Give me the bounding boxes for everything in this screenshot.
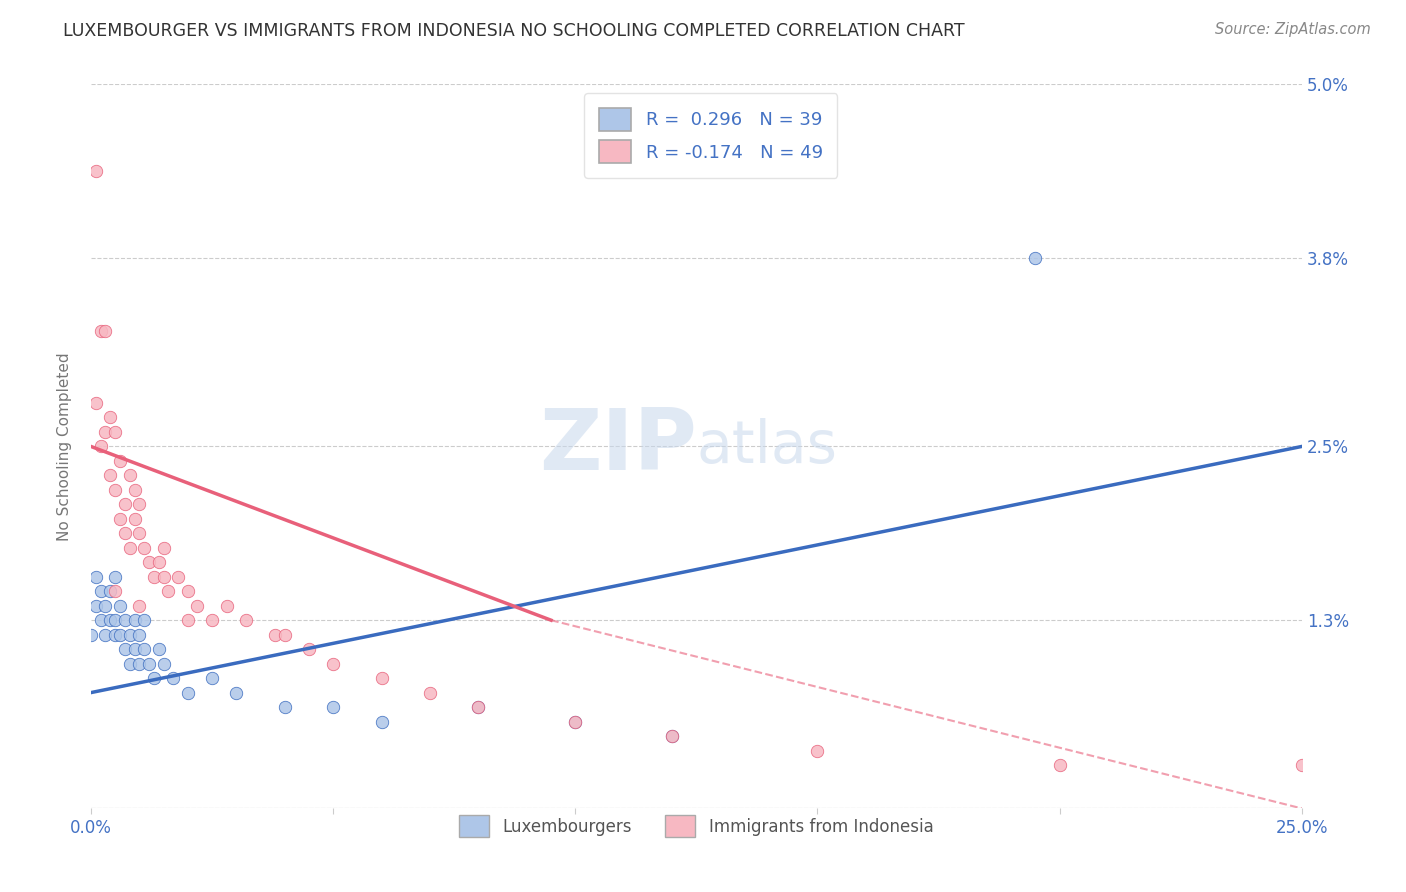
Point [94, 425, 117, 439]
Point [134, 541, 156, 555]
Point [467, 700, 489, 714]
Point [806, 743, 828, 757]
Point [370, 671, 392, 685]
Point [1049, 758, 1071, 772]
Point [370, 714, 392, 729]
Legend: Luxembourgers, Immigrants from Indonesia: Luxembourgers, Immigrants from Indonesia [453, 809, 941, 844]
Point [98, 468, 121, 483]
Point [138, 657, 160, 671]
Point [98, 613, 121, 627]
Point [90, 613, 112, 627]
Point [108, 628, 131, 642]
Point [84, 570, 107, 584]
Point [104, 584, 127, 599]
Point [114, 613, 136, 627]
Point [467, 700, 489, 714]
Point [419, 685, 441, 699]
Point [177, 613, 200, 627]
Point [118, 541, 141, 555]
Point [201, 613, 224, 627]
Point [148, 642, 170, 657]
Point [128, 497, 150, 511]
Point [114, 642, 136, 657]
Point [273, 628, 295, 642]
Point [108, 454, 131, 468]
Point [84, 164, 107, 178]
Point [114, 526, 136, 541]
Point [157, 584, 180, 599]
Point [201, 671, 224, 685]
Point [104, 483, 127, 497]
Point [1291, 758, 1313, 772]
Point [80, 628, 103, 642]
Point [94, 324, 117, 338]
Point [215, 599, 238, 613]
Point [128, 526, 150, 541]
Text: ZIP: ZIP [538, 405, 696, 488]
Point [225, 685, 247, 699]
Point [661, 729, 683, 743]
Point [124, 642, 146, 657]
Point [128, 628, 150, 642]
Point [124, 613, 146, 627]
Point [167, 570, 190, 584]
Point [322, 700, 344, 714]
Point [142, 570, 165, 584]
Point [84, 599, 107, 613]
Point [298, 642, 321, 657]
Point [1024, 251, 1046, 265]
Point [134, 642, 156, 657]
Point [90, 439, 112, 453]
Point [114, 497, 136, 511]
Point [138, 555, 160, 569]
Point [98, 584, 121, 599]
Point [104, 425, 127, 439]
Point [118, 468, 141, 483]
Point [94, 628, 117, 642]
Point [94, 599, 117, 613]
Point [118, 657, 141, 671]
Text: LUXEMBOURGER VS IMMIGRANTS FROM INDONESIA NO SCHOOLING COMPLETED CORRELATION CHA: LUXEMBOURGER VS IMMIGRANTS FROM INDONESI… [63, 22, 965, 40]
Point [90, 584, 112, 599]
Point [564, 714, 586, 729]
Point [264, 628, 287, 642]
Point [142, 671, 165, 685]
Point [148, 555, 170, 569]
Point [322, 657, 344, 671]
Point [104, 628, 127, 642]
Point [273, 700, 295, 714]
Point [235, 613, 257, 627]
Point [124, 483, 146, 497]
Point [108, 512, 131, 526]
Point [152, 657, 174, 671]
Text: atlas: atlas [696, 418, 838, 475]
Y-axis label: No Schooling Completed: No Schooling Completed [58, 352, 72, 541]
Point [177, 685, 200, 699]
Point [134, 613, 156, 627]
Point [84, 396, 107, 410]
Point [564, 714, 586, 729]
Point [152, 541, 174, 555]
Text: Source: ZipAtlas.com: Source: ZipAtlas.com [1215, 22, 1371, 37]
Point [90, 324, 112, 338]
Point [186, 599, 208, 613]
Point [128, 657, 150, 671]
Point [118, 628, 141, 642]
Point [152, 570, 174, 584]
Point [108, 599, 131, 613]
Point [128, 599, 150, 613]
Point [177, 584, 200, 599]
Point [98, 410, 121, 425]
Point [661, 729, 683, 743]
Point [104, 613, 127, 627]
Point [104, 570, 127, 584]
Point [162, 671, 184, 685]
Point [124, 512, 146, 526]
